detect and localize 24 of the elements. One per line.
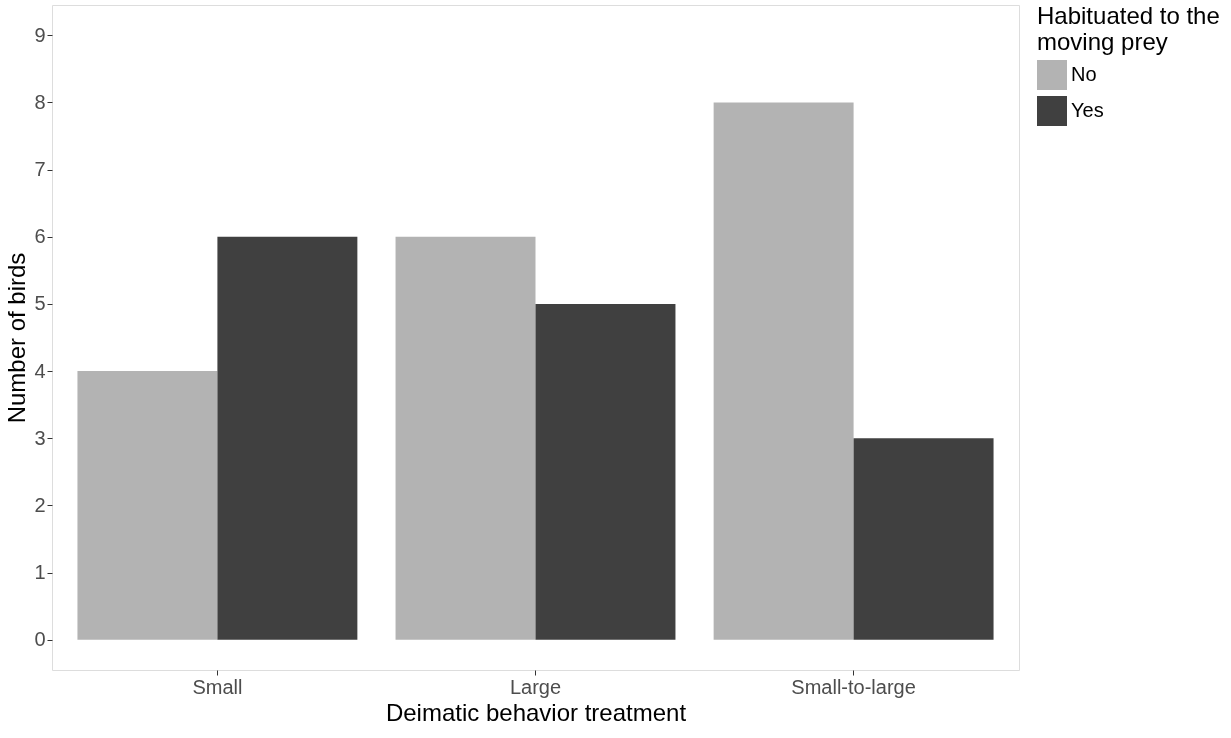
bar [77, 371, 218, 640]
bar [853, 438, 994, 640]
bar [713, 102, 854, 640]
y-tick-label: 0 [34, 628, 46, 651]
y-tick-label: 4 [34, 359, 46, 382]
y-tick-label: 7 [34, 158, 46, 181]
legend-title: Habituated to the moving prey [1037, 2, 1220, 55]
y-tick-label: 6 [34, 225, 46, 248]
x-tick-label: Large [509, 675, 562, 698]
x-axis-title: Deimatic behavior treatment [385, 698, 687, 726]
legend-label: Yes [1071, 99, 1104, 121]
y-tick-label: 9 [34, 23, 46, 46]
y-tick-label: 8 [34, 90, 46, 113]
x-tick-label: Small-to-large [791, 675, 916, 698]
y-axis-title: Number of birds [3, 252, 31, 424]
bar [535, 303, 676, 640]
y-tick-label: 2 [34, 493, 46, 516]
y-tick-label: 3 [34, 426, 46, 449]
x-tick-label: Small [192, 675, 243, 698]
bar [395, 236, 536, 640]
y-tick-label: 5 [34, 292, 46, 315]
bar [217, 236, 358, 640]
legend-label: No [1071, 63, 1097, 85]
y-tick-label: 1 [34, 561, 46, 584]
